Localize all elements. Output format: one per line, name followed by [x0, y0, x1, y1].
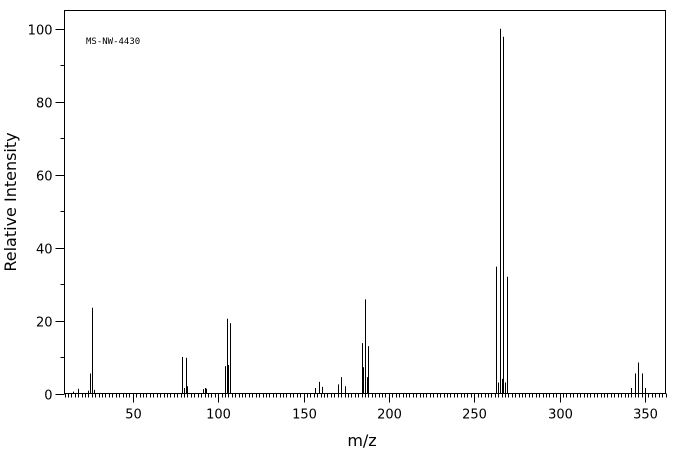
x-tick-label: 50 — [125, 408, 142, 423]
y-axis-title: Relative Intensity — [1, 132, 20, 271]
x-tick-label: 300 — [548, 408, 573, 423]
y-tick-label: 40 — [36, 243, 53, 258]
x-axis: 50 100 150 200 250 300 350 — [65, 393, 667, 423]
x-tick-label: 350 — [633, 408, 658, 423]
x-tick-label: 200 — [377, 408, 402, 423]
x-tick-label: 100 — [206, 408, 231, 423]
y-tick-label: 80 — [36, 97, 53, 112]
y-tick-label: 20 — [36, 316, 53, 331]
spectrum-annotation: MS-NW-4430 — [86, 37, 140, 47]
x-tick-label: 150 — [292, 408, 317, 423]
y-tick-label: 100 — [28, 24, 53, 39]
x-tick-label: 250 — [462, 408, 487, 423]
peaks-layer — [73, 28, 646, 394]
y-tick-label: 60 — [36, 170, 53, 185]
y-tick-label: 0 — [44, 389, 52, 404]
y-axis: 0 20 40 60 80 100 — [28, 24, 65, 404]
x-axis-title: m/z — [347, 431, 376, 450]
